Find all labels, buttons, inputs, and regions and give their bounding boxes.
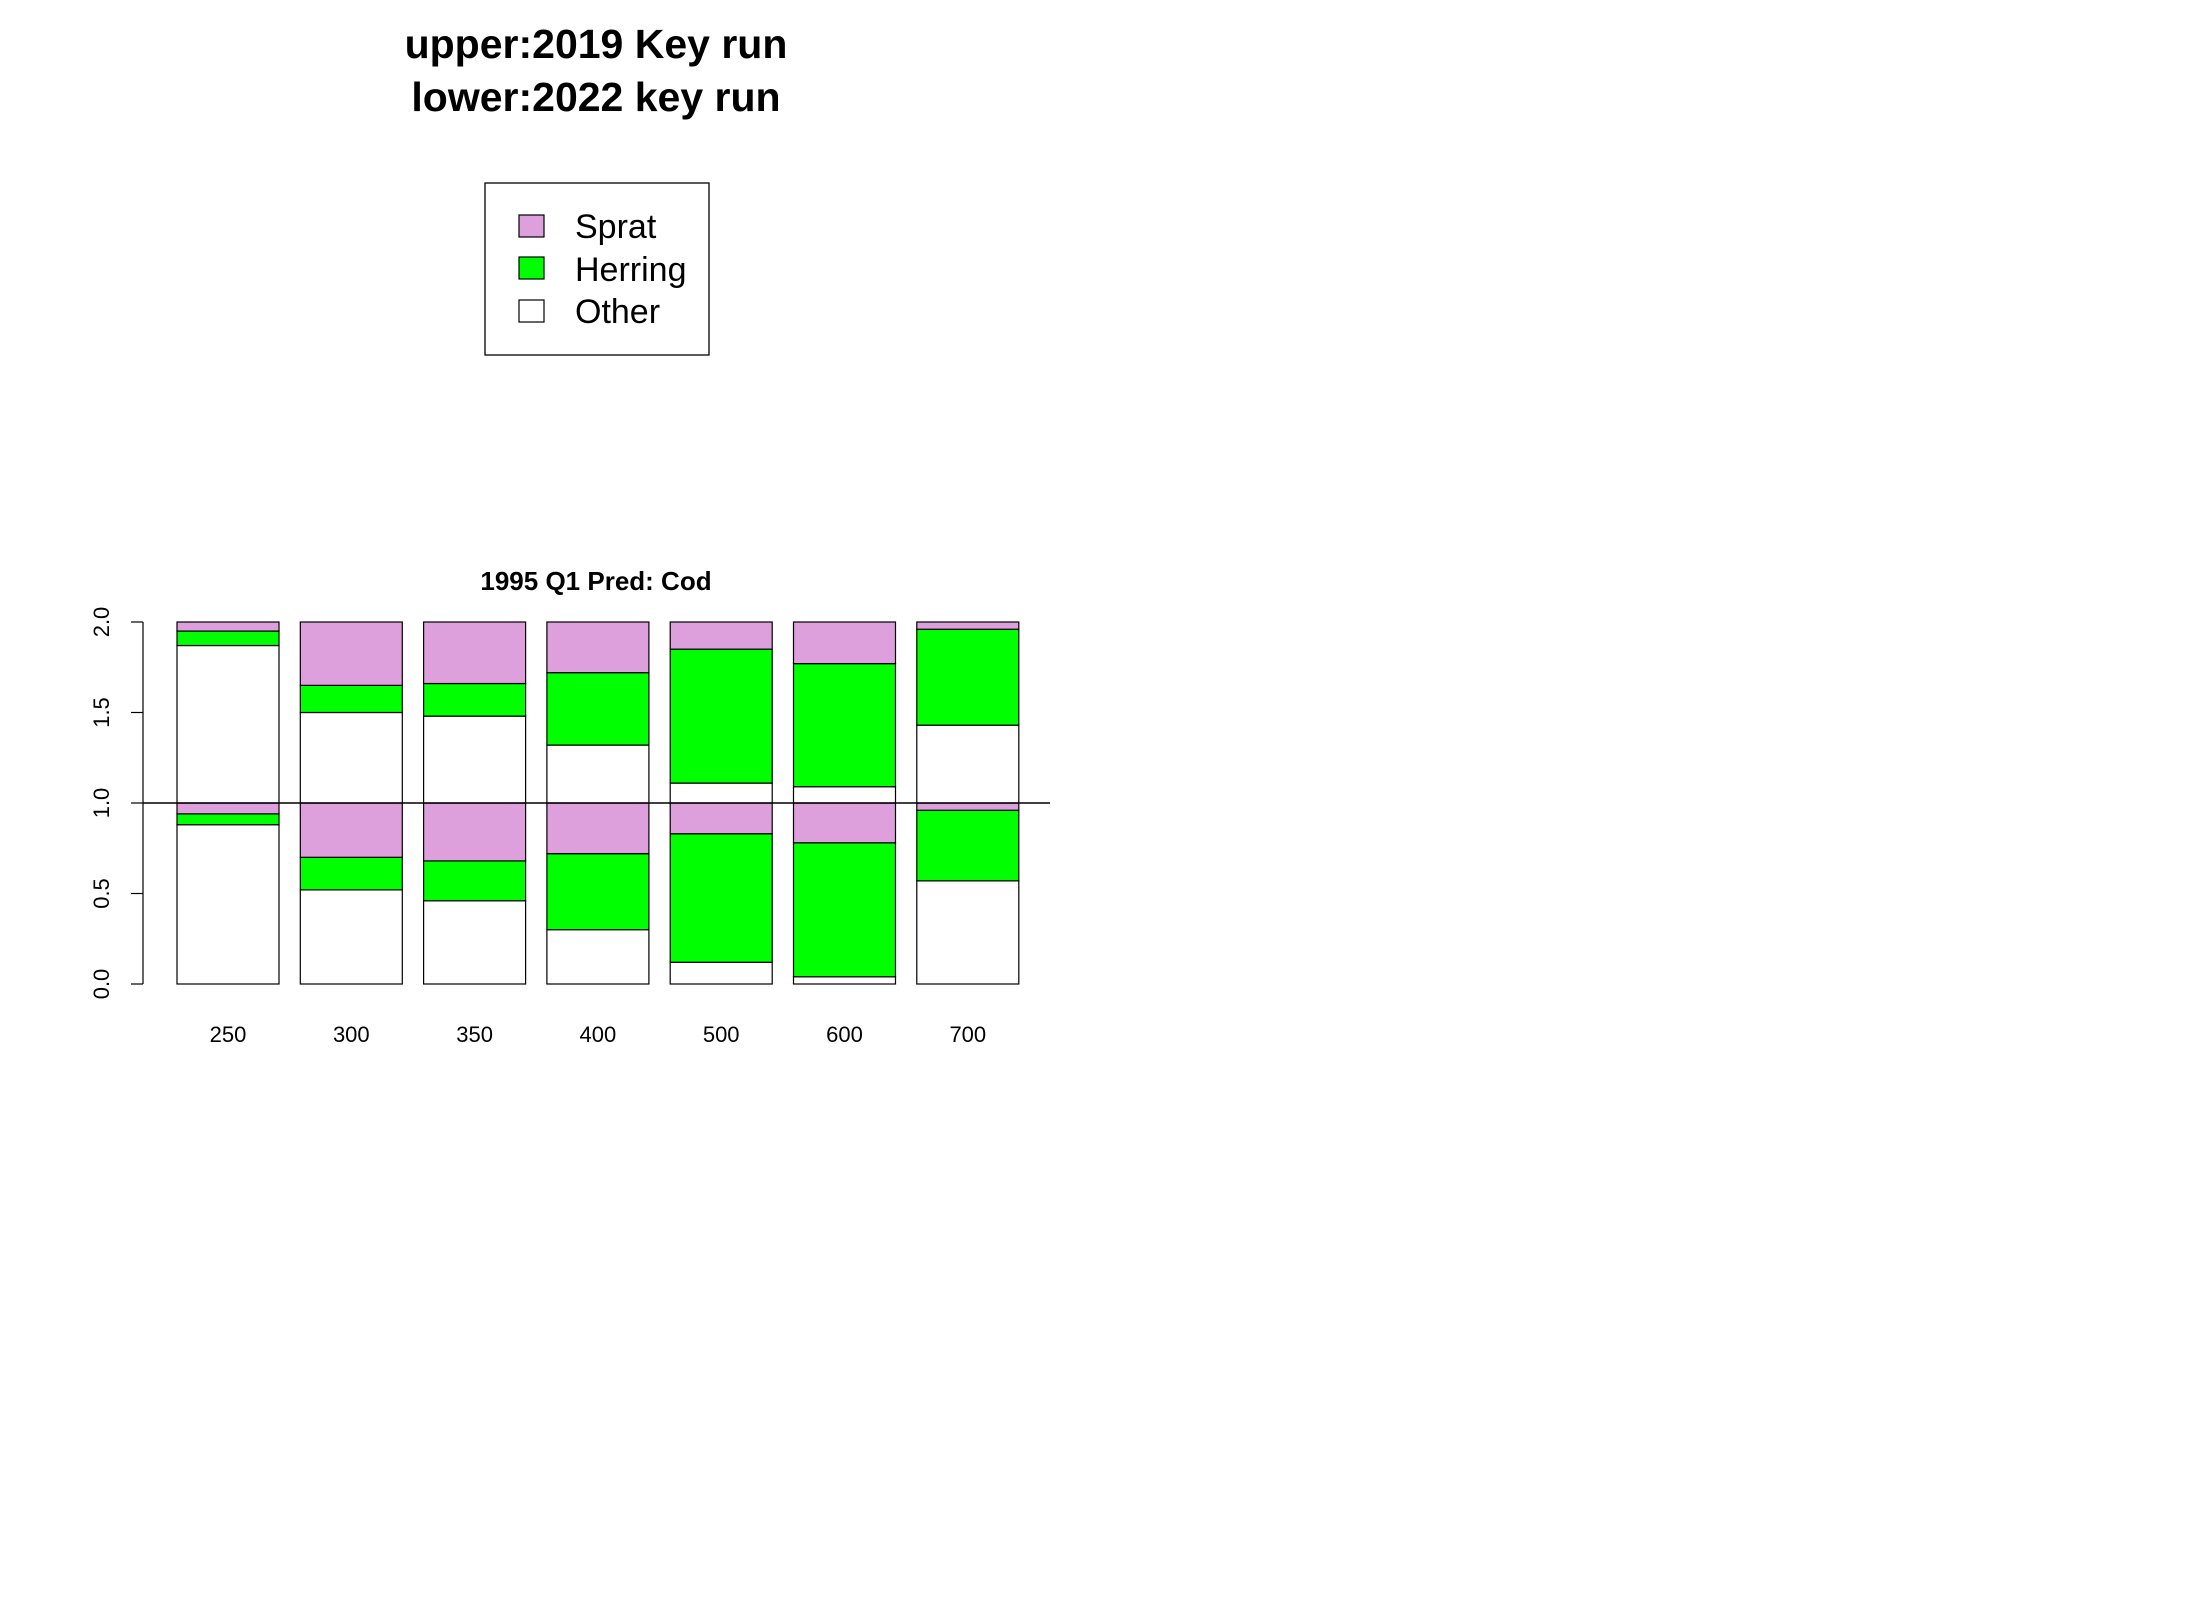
- bar-upper-herring-500: [669, 648, 773, 784]
- bar-lower-other-350: [423, 900, 527, 985]
- bar-upper-other-300: [299, 711, 403, 804]
- bar-lower-other-500: [669, 961, 773, 985]
- bar-lower-sprat-250: [176, 802, 280, 815]
- bar-upper-sprat-400: [546, 621, 650, 674]
- bar-lower-other-400: [546, 929, 650, 985]
- bar-upper-herring-600: [792, 663, 897, 788]
- bar-lower-other-250: [176, 824, 280, 985]
- bar-lower-sprat-700: [916, 802, 1020, 811]
- bar-upper-other-400: [546, 744, 650, 804]
- bar-lower-herring-350: [423, 860, 527, 902]
- bar-lower-other-300: [299, 889, 403, 985]
- bar-upper-other-500: [669, 782, 773, 804]
- x-tick-label-700: 700: [949, 1022, 986, 1047]
- bar-lower-sprat-350: [423, 802, 527, 862]
- bar-upper-sprat-500: [669, 621, 773, 650]
- bar-upper-sprat-700: [916, 621, 1020, 630]
- bar-upper-sprat-300: [299, 621, 403, 686]
- bar-upper-sprat-350: [423, 621, 527, 685]
- bar-lower-other-700: [916, 880, 1020, 985]
- bar-upper-other-600: [792, 786, 897, 804]
- bar-upper-sprat-250: [176, 621, 280, 632]
- bar-upper-herring-250: [176, 630, 280, 647]
- bar-lower-sprat-500: [669, 802, 773, 835]
- bar-lower-herring-600: [792, 842, 897, 978]
- bar-upper-other-250: [176, 644, 280, 804]
- x-tick-label-500: 500: [703, 1022, 740, 1047]
- bar-lower-herring-500: [669, 833, 773, 963]
- x-tick-label-600: 600: [826, 1022, 863, 1047]
- bar-upper-herring-700: [916, 628, 1020, 726]
- x-tick-label-250: 250: [210, 1022, 247, 1047]
- bar-lower-herring-300: [299, 856, 403, 891]
- bar-lower-sprat-600: [792, 802, 897, 844]
- bar-lower-herring-400: [546, 853, 650, 931]
- legend-label-other: Other: [575, 293, 660, 331]
- x-tick-label-300: 300: [333, 1022, 370, 1047]
- legend-label-sprat: Sprat: [575, 208, 657, 246]
- bar-upper-sprat-600: [792, 621, 897, 665]
- y-tick-label-1: 0.5: [89, 878, 114, 909]
- y-axis: 0.0 0.5 1.0 1.5 2.0: [89, 607, 144, 1000]
- legend-swatch-sprat: [518, 214, 545, 238]
- bar-stacks: [176, 621, 1020, 985]
- figure-title-line-1: upper:2019 Key run: [405, 21, 788, 67]
- chart-title: 1995 Q1 Pred: Cod: [480, 566, 711, 596]
- bar-lower-sprat-400: [546, 802, 650, 855]
- bar-lower-sprat-300: [299, 802, 403, 858]
- bar-upper-herring-400: [546, 672, 650, 746]
- legend-label-herring: Herring: [575, 251, 686, 289]
- legend: Sprat Herring Other: [484, 182, 710, 356]
- bar-lower-herring-250: [176, 813, 280, 826]
- x-tick-label-400: 400: [580, 1022, 617, 1047]
- bar-upper-other-350: [423, 715, 527, 804]
- x-axis-tick-labels: 250 300 350 400 500 600 700: [210, 1022, 987, 1047]
- y-tick-label-0: 0.0: [89, 969, 114, 1000]
- bar-upper-other-700: [916, 724, 1020, 804]
- y-tick-label-2: 1.0: [89, 788, 114, 819]
- bar-upper-herring-300: [299, 684, 403, 714]
- y-tick-label-3: 1.5: [89, 697, 114, 728]
- bar-lower-other-600: [792, 976, 897, 985]
- figure-title-line-2: lower:2022 key run: [411, 74, 780, 120]
- legend-swatch-other: [518, 299, 545, 323]
- y-tick-label-4: 2.0: [89, 607, 114, 638]
- bar-lower-herring-700: [916, 809, 1020, 882]
- bar-upper-herring-350: [423, 682, 527, 717]
- legend-swatch-herring: [518, 256, 545, 280]
- x-tick-label-350: 350: [456, 1022, 493, 1047]
